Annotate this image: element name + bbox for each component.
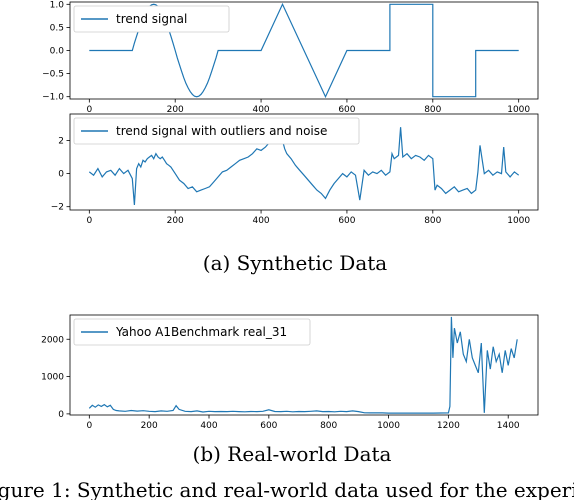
x-tick-label: 1400 <box>497 421 520 431</box>
series-line-0 <box>88 122 520 206</box>
y-tick-label: 0.0 <box>50 47 65 57</box>
y-tick-label: −0.5 <box>42 70 64 80</box>
y-tick-label: 2 <box>58 136 64 146</box>
y-tick-label: 0 <box>58 410 64 420</box>
chart-trend-signal: 0 200 400 600 800 1000 −1.0 −0.5 0.0 0.5 1.0 trend … <box>42 0 539 115</box>
legend-label: Yahoo A1Benchmark real_31 <box>115 325 287 339</box>
x-tick-label: 400 <box>200 421 217 431</box>
y-tick-label: −2 <box>51 203 64 213</box>
x-tick-label: 200 <box>141 421 158 431</box>
x-tick-label: 400 <box>252 105 269 115</box>
y-tick-label: 1.0 <box>50 0 65 10</box>
x-tick-label: 200 <box>167 105 184 115</box>
x-tick-label: 1000 <box>507 105 530 115</box>
series-line-0 <box>88 316 518 414</box>
x-tick-label: 1000 <box>377 421 400 431</box>
chart-yahoo-real31: 0 200 400 600 800 1000 1200 1400 0 1000 2000 Yahoo … <box>41 314 539 431</box>
axes-frame <box>69 113 539 211</box>
x-tick-label: 1000 <box>507 216 530 226</box>
y-tick-label: 0.5 <box>50 23 64 33</box>
y-tick-label: 2000 <box>41 335 64 345</box>
legend-label: trend signal <box>116 12 187 26</box>
figure-caption: Figure 1: Synthetic and real-world data … <box>0 478 574 500</box>
x-tick-label: 400 <box>252 216 269 226</box>
x-tick-label: 800 <box>320 421 337 431</box>
x-tick-label: 0 <box>86 105 92 115</box>
legend <box>73 5 230 33</box>
legend <box>73 117 360 145</box>
x-tick-label: 800 <box>424 105 441 115</box>
axes-frame <box>69 314 539 416</box>
y-tick-label: −1.0 <box>42 93 64 103</box>
legend <box>73 318 311 346</box>
y-tick-label: 0 <box>58 170 64 180</box>
x-tick-label: 600 <box>338 216 355 226</box>
x-tick-label: 600 <box>338 105 355 115</box>
x-tick-label: 600 <box>260 421 277 431</box>
y-tick-label: 1000 <box>41 373 64 383</box>
caption-a: (a) Synthetic Data <box>203 251 388 275</box>
x-tick-label: 1200 <box>437 421 460 431</box>
x-tick-label: 0 <box>86 216 92 226</box>
chart-trend-signal-noise: 0 200 400 600 800 1000 −2 0 2 trend signal with o… <box>51 113 539 226</box>
caption-b: (b) Real-world Data <box>193 442 392 466</box>
x-tick-label: 800 <box>424 216 441 226</box>
x-tick-label: 200 <box>167 216 184 226</box>
x-tick-label: 0 <box>86 421 92 431</box>
legend-label: trend signal with outliers and noise <box>116 124 327 138</box>
